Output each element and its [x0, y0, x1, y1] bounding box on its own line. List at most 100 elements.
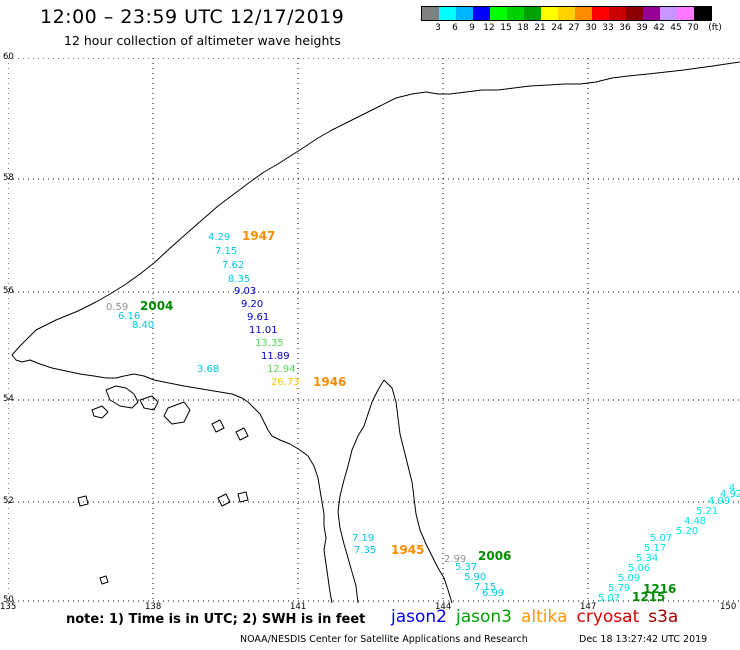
legend-tick-label: 9	[469, 23, 475, 33]
wave-height-value: 5.79	[608, 583, 630, 594]
amur-estuary	[247, 401, 333, 603]
wave-height-value: 7.19	[352, 533, 374, 544]
legend-tick-label: 70	[687, 23, 699, 33]
legend-tick-label: 21	[534, 23, 546, 33]
wave-height-value: 5.21	[696, 506, 718, 517]
okhotsk-west-coast	[11, 354, 249, 403]
wave-height-value: 4.	[729, 483, 739, 494]
pass-time-label: 1215	[632, 590, 665, 603]
pass-time-label: 1947	[242, 229, 275, 243]
lon-label-147: 147	[580, 602, 597, 612]
mainland-small-islet-d	[99, 575, 109, 585]
legend-tick-label: 42	[653, 23, 665, 33]
footer-timestamp: Dec 18 13:27:42 UTC 2019	[579, 634, 708, 645]
wave-height-value: 2.99	[444, 554, 466, 565]
legend-tick-label: 39	[636, 23, 648, 33]
page-subtitle: 12 hour collection of altimeter wave hei…	[64, 33, 341, 48]
legend-swatch-1	[439, 7, 456, 20]
mainland-small-islet-b	[237, 491, 249, 503]
bay-islet-3	[235, 427, 249, 441]
wave-height-value: 5.34	[636, 553, 658, 564]
legend-tick-label: 12	[483, 23, 495, 33]
coastlines	[11, 61, 740, 603]
wave-height-value: 5.20	[676, 526, 698, 537]
wave-height-value: 3.68	[197, 364, 219, 375]
legend-swatch-3	[473, 7, 490, 20]
legend-swatch-14	[660, 7, 677, 20]
legend-swatch-10	[592, 7, 609, 20]
wave-height-value: 5.17	[644, 543, 666, 554]
shantar-island-3	[91, 405, 109, 419]
sakhalin-island	[337, 379, 453, 603]
footer-credit: NOAA/NESDIS Center for Satellite Applica…	[240, 634, 528, 645]
legend-swatch-0	[422, 7, 439, 20]
legend-color-bar	[421, 6, 712, 21]
lat-label-58: 58	[3, 173, 14, 183]
wave-height-value: 8.40	[132, 320, 154, 331]
sat-altika: altika	[521, 607, 568, 627]
mainland-small-islet-a	[217, 493, 231, 507]
shantar-island-1	[105, 385, 139, 409]
legend-tick-label: 15	[500, 23, 512, 33]
legend-swatch-16	[694, 7, 711, 20]
wave-height-value: 12.94	[267, 364, 296, 375]
sat-s3a: s3a	[648, 607, 679, 627]
legend-swatch-15	[677, 7, 694, 20]
legend-swatch-4	[490, 7, 507, 20]
lon-label-144: 144	[435, 602, 452, 612]
map-gridlines	[8, 58, 740, 603]
wave-height-value: 9.20	[241, 299, 263, 310]
legend-tick-label: 36	[619, 23, 631, 33]
color-legend: 3 6 9 12 15 18 21 24 27 30 33 36 39 42 45 70 (ft)	[421, 6, 722, 35]
sat-jason3: jason3	[456, 607, 512, 627]
wave-height-value: 5.09	[618, 573, 640, 584]
legend-swatch-8	[558, 7, 575, 20]
wave-height-annotations: 4.29 7.15 7.62 8.359.03 9.20 9.61 11.01 13.35 11…	[106, 229, 740, 603]
wave-height-value: 4.48	[684, 516, 706, 527]
pass-time-label: 2004	[140, 299, 173, 313]
legend-tick-label: 45	[670, 23, 682, 33]
legend-tick-label: 3	[435, 23, 441, 33]
legend-swatch-11	[609, 7, 626, 20]
legend-swatch-9	[575, 7, 592, 20]
legend-tick-label: 18	[517, 23, 529, 33]
wave-height-value: 9.61	[247, 312, 269, 323]
legend-swatch-7	[541, 7, 558, 20]
wave-height-value: 8.35	[228, 274, 250, 285]
map-svg: 4.29 7.15 7.62 8.359.03 9.20 9.61 11.01 13.35 11…	[8, 58, 740, 603]
lat-label-50: 50	[3, 595, 14, 605]
wave-height-value: 7.62	[222, 260, 244, 271]
page-title: 12:00 – 23:59 UTC 12/17/2019	[40, 6, 345, 28]
wave-height-value: 4.92	[720, 489, 740, 500]
wave-height-value: 5.06	[628, 563, 650, 574]
lat-label-54: 54	[3, 394, 14, 404]
legend-tick-label: 27	[568, 23, 580, 33]
legend-tick-label: 6	[452, 23, 458, 33]
lon-label-141: 141	[290, 602, 307, 612]
wave-height-value: 5.37	[455, 562, 477, 573]
wave-height-value: 7.15	[215, 246, 237, 257]
sat-jason2: jason2	[391, 607, 447, 627]
wave-height-value: 9.03	[234, 286, 256, 297]
legend-swatch-6	[524, 7, 541, 20]
mainland-small-islet-c	[77, 495, 89, 507]
wave-height-value: 11.89	[261, 351, 290, 362]
lat-label-60: 60	[3, 52, 14, 62]
lat-label-52: 52	[3, 496, 14, 506]
wave-height-value: 4.99	[708, 496, 730, 507]
legend-swatch-5	[507, 7, 524, 20]
pass-time-label: 1216	[643, 582, 676, 596]
wave-height-value: 26.73	[271, 377, 300, 388]
wave-height-value: 5.07	[598, 593, 620, 603]
wave-height-value: 5.90	[464, 572, 486, 583]
wave-height-value: 6.99	[482, 588, 504, 599]
footer-note: note: 1) Time is in UTC; 2) SWH is in fe…	[66, 612, 366, 627]
legend-tick-labels: 3 6 9 12 15 18 21 24 27 30 33 36 39 42 45 70 (ft)	[421, 21, 722, 35]
lon-label-135: 135	[0, 602, 17, 612]
legend-tick-label: 30	[585, 23, 597, 33]
legend-swatch-12	[626, 7, 643, 20]
pass-time-label: 1946	[313, 375, 346, 389]
sat-cryosat: cryosat	[576, 607, 640, 627]
wave-height-value: 13.35	[255, 338, 284, 349]
lon-label-138: 138	[145, 602, 162, 612]
